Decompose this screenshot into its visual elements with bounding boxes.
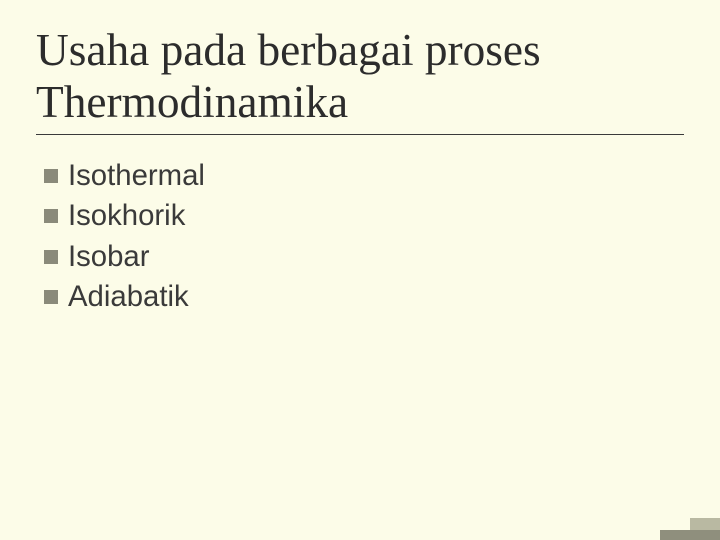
bullet-list: Isothermal Isokhorik Isobar Adiabatik [36,157,684,316]
corner-accent-bar-dark [660,530,720,540]
list-item: Isokhorik [44,197,684,235]
bullet-text: Isobar [68,238,150,276]
title-underline [36,134,684,135]
square-bullet-icon [44,169,58,183]
square-bullet-icon [44,290,58,304]
corner-accent [648,504,720,540]
slide: Usaha pada berbagai proses Thermodinamik… [0,0,720,540]
square-bullet-icon [44,250,58,264]
list-item: Isothermal [44,157,684,195]
slide-title: Usaha pada berbagai proses Thermodinamik… [36,24,684,128]
square-bullet-icon [44,209,58,223]
bullet-text: Isothermal [68,157,205,195]
list-item: Isobar [44,238,684,276]
bullet-text: Adiabatik [68,278,189,316]
bullet-text: Isokhorik [68,197,185,235]
list-item: Adiabatik [44,278,684,316]
